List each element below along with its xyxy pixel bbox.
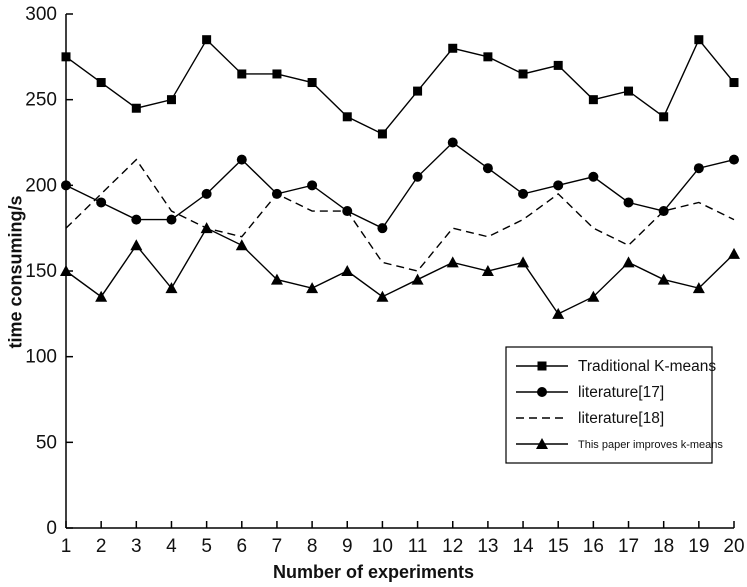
- svg-text:6: 6: [237, 536, 248, 557]
- svg-text:19: 19: [688, 536, 709, 557]
- svg-text:13: 13: [477, 536, 498, 557]
- series-traditional-k-means: [61, 35, 739, 139]
- legend-label: Traditional K-means: [578, 358, 716, 375]
- svg-text:18: 18: [653, 536, 674, 557]
- svg-text:10: 10: [372, 536, 393, 557]
- x-tick-labels: 1 2 3 4 5 6 7 8 9 10 11 12 13 14 15 16 17 18 19 20: [61, 536, 745, 557]
- svg-text:3: 3: [131, 536, 142, 557]
- svg-text:11: 11: [408, 536, 428, 557]
- legend-label: literature[18]: [578, 410, 664, 427]
- axes: [65, 13, 735, 529]
- svg-text:17: 17: [618, 536, 639, 557]
- y-tick-labels: 0 50 100 150 200 250 300: [25, 4, 57, 539]
- svg-text:12: 12: [442, 536, 463, 557]
- series-this-paper-improves-k-means: [60, 222, 740, 319]
- svg-text:15: 15: [548, 536, 569, 557]
- x-axis-title: Number of experiments: [272, 562, 475, 582]
- legend-label: This paper improves k-means: [578, 439, 723, 451]
- svg-text:5: 5: [201, 536, 212, 557]
- svg-text:16: 16: [583, 536, 604, 557]
- svg-text:20: 20: [723, 536, 744, 557]
- svg-text:300: 300: [25, 4, 57, 25]
- svg-text:4: 4: [166, 536, 177, 557]
- svg-text:8: 8: [307, 536, 318, 557]
- svg-text:100: 100: [25, 347, 57, 368]
- svg-text:50: 50: [36, 432, 57, 453]
- y-axis-title: time consuming/s: [5, 195, 26, 349]
- svg-text:9: 9: [342, 536, 353, 557]
- svg-text:7: 7: [272, 536, 283, 557]
- svg-text:250: 250: [25, 90, 57, 111]
- svg-text:0: 0: [46, 518, 57, 539]
- svg-text:1: 1: [61, 536, 72, 557]
- legend: Traditional K-means literature[17] literat…: [505, 346, 723, 464]
- series-literature-18: [65, 158, 735, 272]
- legend-label: literature[17]: [578, 384, 664, 401]
- svg-text:14: 14: [512, 536, 534, 557]
- svg-text:2: 2: [96, 536, 107, 557]
- svg-text:200: 200: [25, 175, 57, 196]
- svg-text:150: 150: [25, 261, 57, 282]
